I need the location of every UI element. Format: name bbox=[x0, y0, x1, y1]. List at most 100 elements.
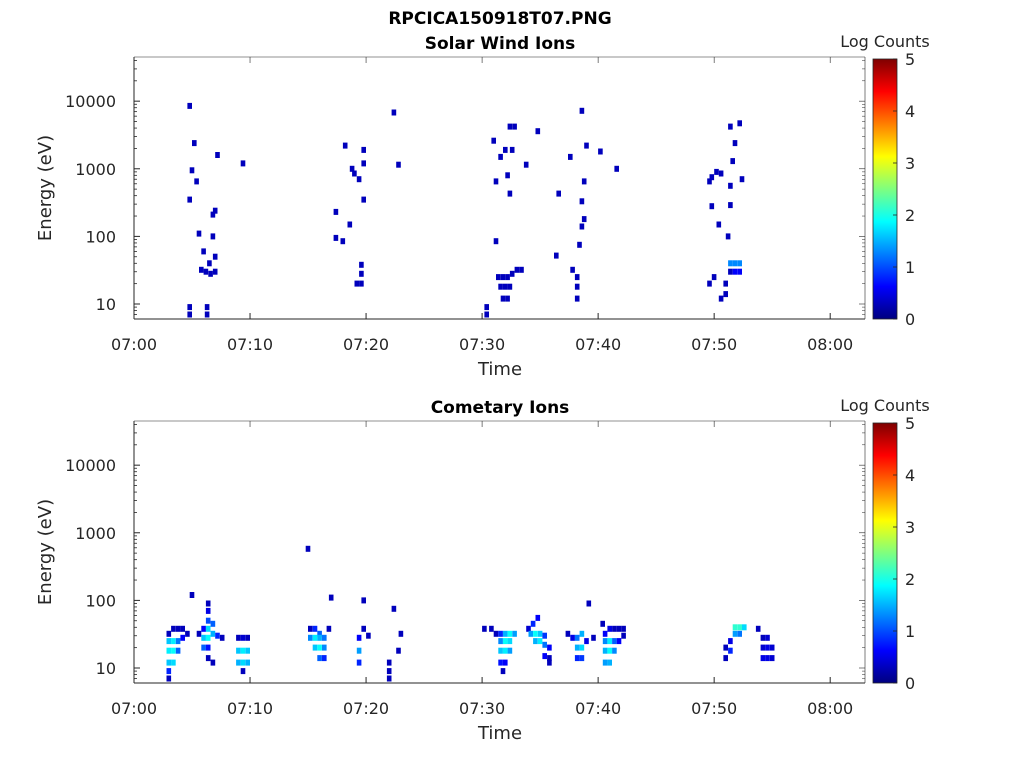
solar-wind-ions-panel: 07:00 07:10 07:20 07:30 07:40 07:50 08:0010100… bbox=[35, 32, 930, 380]
y-tick-label: 10 bbox=[96, 659, 116, 678]
x-tick-label: 07:30 bbox=[459, 335, 505, 354]
heatmap-cell bbox=[537, 638, 543, 645]
heatmap-cell bbox=[322, 634, 327, 641]
heatmap-cell bbox=[739, 176, 745, 183]
y-tick-label: 1000 bbox=[75, 524, 116, 543]
heatmap-cell bbox=[187, 304, 192, 311]
heatmap-cell bbox=[765, 655, 770, 662]
heatmap-cell bbox=[189, 167, 195, 174]
heatmap-cell bbox=[210, 630, 216, 637]
heatmap-cell bbox=[305, 545, 311, 552]
heatmap-cell bbox=[489, 625, 494, 632]
heatmap-cell bbox=[205, 634, 211, 641]
heatmap-cell bbox=[725, 233, 731, 240]
heatmap-cell bbox=[723, 644, 728, 651]
heatmap-cell bbox=[556, 190, 561, 197]
heatmap-cell bbox=[737, 120, 742, 127]
heatmap-cell bbox=[709, 174, 715, 181]
heatmap-cell bbox=[732, 140, 738, 147]
heatmap-cell bbox=[493, 630, 499, 637]
heatmap-cell bbox=[614, 165, 619, 172]
heatmap-cell bbox=[356, 659, 362, 666]
heatmap-cell bbox=[711, 274, 717, 281]
heatmap-cell bbox=[187, 102, 192, 109]
heatmap-cell bbox=[616, 625, 622, 632]
heatmap-cell bbox=[509, 146, 515, 153]
heatmap-cell bbox=[519, 266, 524, 273]
heatmap-cell bbox=[201, 644, 206, 651]
heatmap-cell bbox=[496, 274, 501, 281]
heatmap-cell bbox=[579, 644, 585, 651]
heatmap-cell bbox=[166, 659, 172, 666]
heatmap-cell bbox=[507, 630, 513, 637]
y-tick-label: 10000 bbox=[65, 456, 116, 475]
heatmap-cell bbox=[391, 109, 397, 116]
heatmap-cell bbox=[500, 274, 506, 281]
heatmap-cell bbox=[199, 266, 204, 273]
heatmap-cell bbox=[760, 634, 766, 641]
heatmap-cell bbox=[312, 644, 318, 651]
heatmap-cell bbox=[574, 634, 580, 641]
heatmap-cell bbox=[760, 655, 766, 662]
colorbar-tick-label: 3 bbox=[905, 518, 915, 537]
heatmap-cell bbox=[359, 270, 364, 277]
heatmap-cell bbox=[723, 280, 728, 287]
heatmap-cell bbox=[317, 655, 322, 662]
heatmap-cell bbox=[245, 659, 250, 666]
heatmap-cell bbox=[166, 630, 172, 637]
heatmap-cell bbox=[591, 634, 596, 641]
heatmap-cell bbox=[574, 274, 580, 281]
heatmap-cell bbox=[245, 634, 250, 641]
heatmap-cell bbox=[574, 295, 580, 302]
heatmap-cell bbox=[498, 659, 503, 666]
heatmap-cell bbox=[205, 617, 211, 624]
y-tick-label: 10000 bbox=[65, 92, 116, 111]
colorbar-tick-label: 2 bbox=[905, 206, 915, 225]
heatmap-cell bbox=[317, 630, 322, 637]
heatmap-cell bbox=[742, 624, 747, 631]
heatmap-cell bbox=[166, 638, 172, 645]
heatmap-cell bbox=[219, 634, 225, 641]
heatmap-cell bbox=[607, 647, 612, 654]
heatmap-cell bbox=[547, 659, 552, 666]
heatmap-cell bbox=[607, 638, 612, 645]
heatmap-cell bbox=[240, 668, 246, 675]
heatmap-cell bbox=[333, 234, 339, 241]
heatmap-cell bbox=[484, 311, 489, 318]
heatmap-cell bbox=[547, 655, 552, 662]
colorbar-label: Log Counts bbox=[840, 396, 930, 415]
heatmap-cell bbox=[171, 647, 176, 654]
heatmap-cell bbox=[210, 659, 216, 666]
heatmap-cell bbox=[507, 190, 513, 197]
heatmap-cell bbox=[574, 283, 580, 290]
heatmap-cell bbox=[503, 283, 508, 290]
heatmap-cell bbox=[547, 644, 552, 651]
heatmap-cell bbox=[586, 600, 592, 607]
heatmap-cell bbox=[723, 291, 728, 298]
heatmap-cell bbox=[354, 280, 360, 287]
heatmap-cell bbox=[505, 172, 510, 179]
heatmap-cell bbox=[204, 311, 210, 318]
heatmap-cell bbox=[210, 211, 216, 218]
heatmap-cell bbox=[769, 655, 775, 662]
y-tick-label: 100 bbox=[85, 227, 116, 246]
heatmap-cell bbox=[528, 630, 534, 637]
heatmap-cell bbox=[194, 178, 199, 185]
colorbar bbox=[872, 58, 898, 320]
heatmap-cell bbox=[491, 137, 496, 144]
heatmap-cell bbox=[732, 624, 738, 631]
heatmap-cell bbox=[308, 625, 313, 632]
heatmap-cell bbox=[493, 178, 499, 185]
heatmap-cell bbox=[386, 668, 392, 675]
x-tick-label: 07:40 bbox=[575, 335, 621, 354]
heatmap-cell bbox=[205, 600, 211, 607]
heatmap-cell bbox=[612, 625, 617, 632]
heatmap-cell bbox=[340, 238, 346, 245]
heatmap-cell bbox=[312, 625, 318, 632]
heatmap-cell bbox=[361, 597, 366, 604]
colorbar-tick-label: 4 bbox=[905, 102, 915, 121]
cometary-ions-panel: 07:00 07:10 07:20 07:30 07:40 07:50 08:0010100… bbox=[35, 396, 930, 744]
heatmap-cell bbox=[612, 647, 617, 654]
heatmap-cell bbox=[728, 647, 733, 654]
heatmap-cell bbox=[215, 152, 220, 158]
